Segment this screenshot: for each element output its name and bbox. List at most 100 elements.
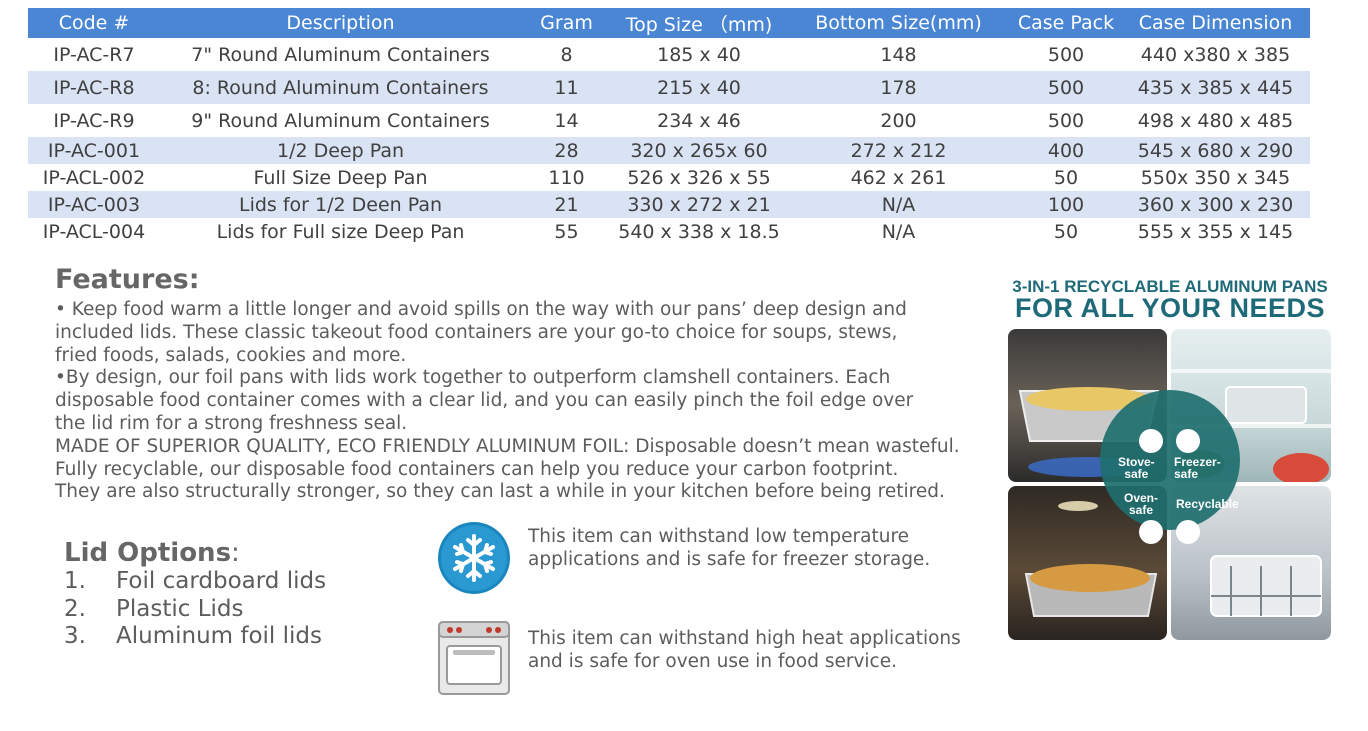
list-item: 2. Plastic Lids <box>64 596 394 624</box>
col-header-description: Description <box>160 8 521 38</box>
cell-description: 9" Round Aluminum Containers <box>191 109 490 132</box>
feature-text-line: MADE OF SUPERIOR QUALITY, ECO FRIENDLY A… <box>55 435 960 457</box>
badge-text: safe <box>1174 467 1199 481</box>
list-item-number: 2. <box>64 595 86 622</box>
cell-top-size: 540 x 338 x 18.5 <box>618 220 780 243</box>
cell-gram: 55 <box>554 220 579 243</box>
cell-case-pack: 50 <box>1053 220 1079 243</box>
oven-icon <box>438 621 510 695</box>
col-header-case-dimension: Case Dimension <box>1121 8 1310 38</box>
list-item: 1. Foil cardboard lids <box>64 568 394 596</box>
feature-text-line: disposable food container comes with a c… <box>55 390 914 412</box>
oven-note-line: This item can withstand high heat applic… <box>528 628 961 649</box>
table-row: IP-AC-R8 8: Round Aluminum Containers 11… <box>28 71 1310 104</box>
water-drop-icon <box>1176 520 1200 544</box>
recyclable-badge: Recyclable <box>1176 498 1239 510</box>
list-item-label: Aluminum foil lids <box>116 623 322 649</box>
table-row: IP-AC-003 Lids for 1/2 Deen Pan 21 330 x… <box>28 191 1310 218</box>
badge-text: Oven- <box>1124 491 1159 505</box>
feature-text-line: • Keep food warm a little longer and avo… <box>55 299 907 320</box>
list-item-label: Foil cardboard lids <box>116 568 327 594</box>
cell-code: IP-AC-R8 <box>28 71 160 104</box>
lid-options-section: Lid Options: 1. Foil cardboard lids 2. P… <box>64 538 394 651</box>
table-row: IP-AC-R9 9" Round Aluminum Containers 14… <box>28 104 1310 137</box>
cell-case-pack: 50 <box>1053 166 1079 189</box>
cell-top-size: 185 x 40 <box>657 43 741 66</box>
cell-top-size: 526 x 326 x 55 <box>627 166 771 189</box>
spec-table: Code # Description Gram Top Size （mm) Bo… <box>28 8 1310 245</box>
cell-bottom-size: 148 <box>880 43 917 66</box>
list-item-number: 3. <box>64 623 86 649</box>
freezer-safe-note: This item can withstand low temperature … <box>437 521 930 595</box>
col-header-bottom-size: Bottom Size(mm) <box>786 8 1011 38</box>
cell-case-dimension: 545 x 680 x 290 <box>1121 137 1310 164</box>
cell-case-pack: 400 <box>1011 137 1121 164</box>
cell-bottom-size: 462 x 261 <box>850 166 947 189</box>
dish-rack-graphic <box>1210 555 1322 617</box>
cell-code: IP-AC-003 <box>28 191 160 218</box>
table-row: IP-AC-R7 7" Round Aluminum Containers 8 … <box>28 38 1310 71</box>
col-header-top-size: Top Size （mm) <box>612 8 786 38</box>
cell-case-pack: 500 <box>1047 43 1085 66</box>
cell-bottom-size: N/A <box>786 191 1011 218</box>
oven-note-text: This item can withstand high heat applic… <box>528 628 961 674</box>
cell-top-size: 234 x 46 <box>657 109 741 132</box>
cell-case-dimension: 360 x 300 x 230 <box>1121 191 1310 218</box>
cell-description: 8: Round Aluminum Containers <box>160 71 521 104</box>
list-item-number: 1. <box>64 568 86 594</box>
promo-heading-line2: FOR ALL YOUR NEEDS <box>1014 293 1326 323</box>
freezer-safe-badge: Freezer- safe <box>1174 456 1221 480</box>
freezer-note-line: applications and is safe for freezer sto… <box>528 548 931 570</box>
cell-description: Lids for 1/2 Deen Pan <box>160 191 521 218</box>
promo-image: 3-IN-1 RECYCLABLE ALUMINUM PANS FOR ALL … <box>1000 274 1340 644</box>
lid-options-title-colon: : <box>231 538 240 568</box>
promo-heading-line1: 3-IN-1 RECYCLABLE ALUMINUM PANS <box>1012 277 1328 296</box>
feature-text-line: fried foods, salads, cookies and more. <box>55 344 407 366</box>
snowflake-icon <box>1176 429 1200 453</box>
badge-text: safe <box>1124 467 1149 481</box>
lid-options-title-text: Lid Options <box>64 538 232 568</box>
oven-icon <box>1139 520 1163 544</box>
cell-code: IP-AC-R9 <box>53 109 135 132</box>
baked-pan-graphic <box>1024 501 1158 617</box>
cell-gram: 14 <box>554 109 579 132</box>
feature-text-line: They are also structurally stronger, so … <box>55 481 945 503</box>
cell-case-dimension: 440 x380 x 385 <box>1140 43 1291 66</box>
cell-gram: 8 <box>560 43 573 66</box>
table-header-row: Code # Description Gram Top Size （mm) Bo… <box>28 8 1310 38</box>
cell-description: 1/2 Deep Pan <box>160 137 521 164</box>
cell-case-pack: 500 <box>1047 109 1085 132</box>
table-row: IP-AC-001 1/2 Deep Pan 28 320 x 265x 60 … <box>28 137 1310 164</box>
badge-text: Stove- <box>1118 455 1155 469</box>
feature-text-line: the lid rim for a strong freshness seal. <box>55 412 408 434</box>
cell-case-dimension: 498 x 480 x 485 <box>1137 109 1294 132</box>
lid-options-title: Lid Options: <box>64 538 394 568</box>
cell-gram: 21 <box>521 191 612 218</box>
cell-case-dimension: 435 x 385 x 445 <box>1121 71 1310 104</box>
cell-top-size: 330 x 272 x 21 <box>612 191 786 218</box>
oven-safe-note: This item can withstand high heat applic… <box>437 620 961 696</box>
cell-description: Lids for Full size Deep Pan <box>216 220 465 243</box>
list-item: 3. Aluminum foil lids <box>64 623 394 651</box>
cell-bottom-size: N/A <box>881 220 916 243</box>
cell-code: IP-ACL-002 <box>42 166 146 189</box>
table-row: IP-ACL-004 Lids for Full size Deep Pan 5… <box>28 218 1310 245</box>
cell-code: IP-ACL-004 <box>42 220 146 243</box>
cell-case-dimension: 550x 350 x 345 <box>1140 166 1291 189</box>
feature-text-line: •By design, our foil pans with lids work… <box>55 367 891 389</box>
cell-gram: 11 <box>521 71 612 104</box>
cell-bottom-size: 200 <box>880 109 917 132</box>
list-item-label: Plastic Lids <box>116 595 244 622</box>
freezer-note-line: This item can withstand low temperature <box>528 526 910 547</box>
cell-code: IP-AC-R7 <box>53 43 135 66</box>
cell-bottom-size: 178 <box>786 71 1011 104</box>
freezer-note-text: This item can withstand low temperature … <box>528 526 930 572</box>
cell-gram: 110 <box>548 166 585 189</box>
cell-top-size: 215 x 40 <box>612 71 786 104</box>
feature-text-line: included lids. These classic takeout foo… <box>55 321 898 343</box>
badge-text: Freezer- <box>1174 455 1221 469</box>
stove-safe-badge: Stove- safe <box>1118 456 1155 480</box>
cell-case-pack: 500 <box>1011 71 1121 104</box>
cell-code: IP-AC-001 <box>28 137 160 164</box>
cell-bottom-size: 272 x 212 <box>786 137 1011 164</box>
